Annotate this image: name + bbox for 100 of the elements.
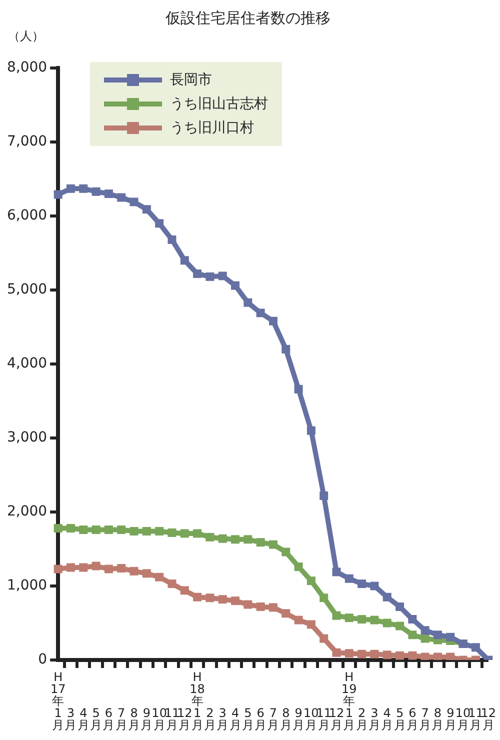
point	[180, 586, 189, 595]
point	[320, 634, 328, 643]
y-tick-label: 5,000	[6, 282, 48, 298]
point	[256, 538, 265, 547]
x-tick-label: 3月	[64, 706, 77, 732]
y-tick-label: 7,000	[6, 134, 48, 150]
legend-label: うち旧川口村	[170, 119, 254, 137]
x-tick-label: 12月	[328, 706, 344, 732]
point	[79, 526, 88, 534]
point	[434, 630, 442, 640]
x-tick-label: 4月	[229, 706, 242, 732]
point	[231, 596, 240, 606]
x-tick-label: 8月	[128, 706, 140, 732]
point	[282, 609, 290, 618]
point	[268, 316, 278, 326]
point	[358, 650, 366, 658]
x-tick-label: 8月	[280, 706, 292, 732]
x-tick-label: 9月	[444, 706, 456, 732]
x-tick-label: 12月	[480, 706, 496, 732]
legend-label: うち旧山古志村	[170, 95, 268, 113]
y-tick-label: 2,000	[6, 504, 48, 520]
point	[206, 594, 214, 602]
point	[193, 529, 202, 538]
point	[282, 344, 290, 354]
x-tick-label: 6月	[102, 706, 115, 732]
point	[155, 219, 164, 228]
point	[382, 650, 392, 660]
point	[344, 649, 354, 658]
x-tick-label: 6月	[406, 706, 418, 732]
point	[408, 615, 417, 624]
point	[79, 184, 88, 193]
point	[446, 652, 455, 660]
x-tick-label: 5月	[394, 706, 406, 732]
point	[446, 632, 455, 642]
point	[408, 630, 417, 640]
point	[66, 524, 75, 533]
x-tick-label: 3月	[216, 706, 229, 732]
point	[104, 190, 113, 198]
legend-label: 長岡市	[170, 71, 212, 89]
x-tick-label: 2月	[356, 706, 368, 732]
point	[358, 615, 366, 624]
point	[332, 648, 341, 657]
y-tick-label: 0	[38, 652, 48, 668]
point	[382, 592, 392, 602]
point	[244, 298, 252, 307]
point	[370, 650, 379, 658]
y-tick-label: 4,000	[6, 356, 48, 372]
point	[54, 190, 62, 199]
point	[420, 634, 430, 643]
point	[66, 563, 75, 572]
point	[142, 205, 151, 214]
point	[104, 564, 113, 574]
x-tick-label: 6月	[254, 706, 267, 732]
y-tick-label: 6,000	[6, 208, 48, 224]
x-tick-label: 7月	[419, 706, 432, 732]
point	[434, 652, 442, 660]
point	[79, 563, 88, 572]
point	[54, 564, 62, 574]
x-tick-label: 10月	[455, 706, 471, 732]
x-tick-label: 4月	[77, 706, 90, 732]
point	[155, 526, 164, 536]
point	[370, 616, 379, 624]
point	[142, 526, 151, 536]
point	[370, 582, 379, 590]
point	[332, 611, 341, 620]
y-tick-label: 1,000	[6, 578, 48, 594]
point	[396, 622, 404, 630]
point	[193, 269, 202, 278]
point	[92, 562, 100, 570]
point	[268, 540, 278, 549]
point	[117, 526, 126, 534]
point	[282, 548, 290, 556]
point	[54, 524, 62, 533]
point	[104, 526, 113, 534]
point	[117, 564, 126, 572]
point	[294, 562, 303, 572]
point	[231, 535, 240, 544]
x-tick-label: 8月	[432, 706, 444, 732]
point	[180, 256, 189, 265]
point	[306, 576, 316, 586]
x-tick-label: H18年1月	[190, 670, 205, 732]
point	[306, 426, 316, 435]
point	[344, 574, 354, 583]
point	[193, 592, 202, 602]
point	[294, 616, 303, 624]
x-tick-label: 5月	[90, 706, 102, 732]
x-tick-label: 11月	[316, 706, 332, 732]
x-tick-label: 3月	[368, 706, 380, 732]
point	[396, 602, 404, 611]
point	[268, 603, 278, 612]
point	[130, 526, 138, 536]
point	[420, 652, 430, 660]
point	[471, 643, 480, 652]
point	[382, 618, 392, 628]
x-tick-label: 2月	[204, 706, 216, 732]
y-axis-title: （人）	[8, 28, 44, 45]
point	[92, 187, 100, 196]
point	[168, 235, 176, 244]
point	[244, 535, 252, 544]
point	[155, 572, 164, 582]
